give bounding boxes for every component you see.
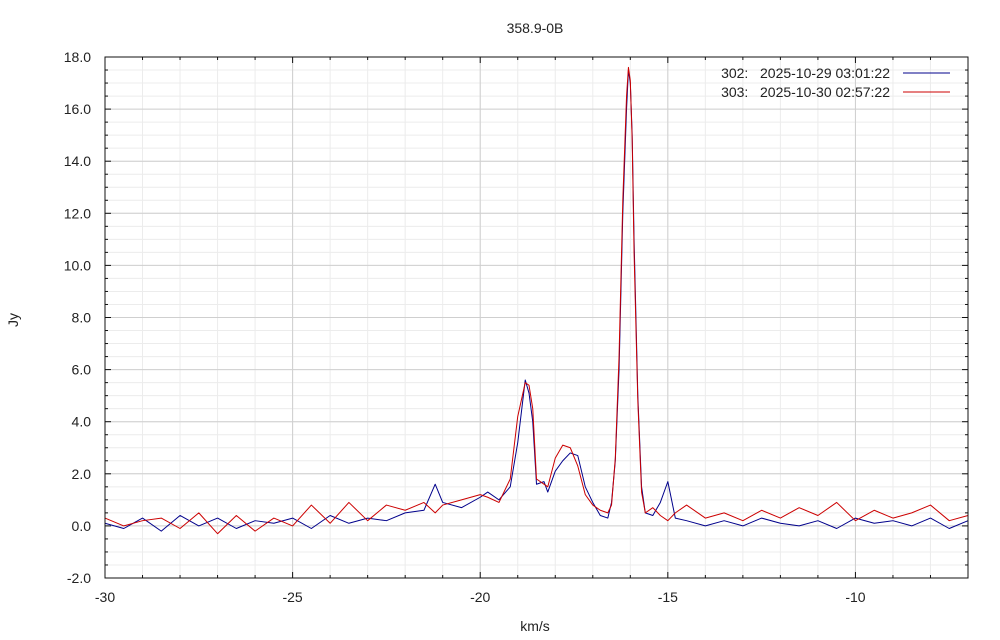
y-tick-label: 0.0 [72,518,92,534]
y-tick-label: 4.0 [72,414,92,430]
series-line-0 [104,69,969,532]
x-tick-label: -10 [845,589,865,605]
legend-label-302: 302: 2025-10-29 03:01:22 [721,65,890,81]
ticks-layer: -30 -25 -20 -15 -10 -2.0 0.0 2.0 4.0 6.0 8.0 10.0 12… [64,49,969,605]
x-tick-label: -15 [658,589,678,605]
y-tick-label: 2.0 [72,466,92,482]
y-tick-label: -2.0 [67,570,91,586]
legend: 302: 2025-10-29 03:01:22 303: 2025-10-30… [721,65,950,100]
y-tick-label: 14.0 [64,153,91,169]
y-tick-label: 10.0 [64,257,91,273]
x-tick-label: -25 [282,589,302,605]
series-line-1 [104,66,969,535]
x-tick-label: -30 [95,589,115,605]
y-tick-label: 6.0 [72,362,92,378]
x-axis-label: km/s [520,618,550,634]
x-tick-label: -20 [470,589,490,605]
chart-title: 358.9-0B [507,20,564,36]
y-tick-label: 12.0 [64,205,91,221]
series-layer [104,66,969,535]
y-tick-label: 16.0 [64,101,91,117]
y-tick-label: 18.0 [64,49,91,65]
y-axis-label: Jy [5,313,21,327]
legend-label-303: 303: 2025-10-30 02:57:22 [721,84,890,100]
y-tick-label: 8.0 [72,310,92,326]
